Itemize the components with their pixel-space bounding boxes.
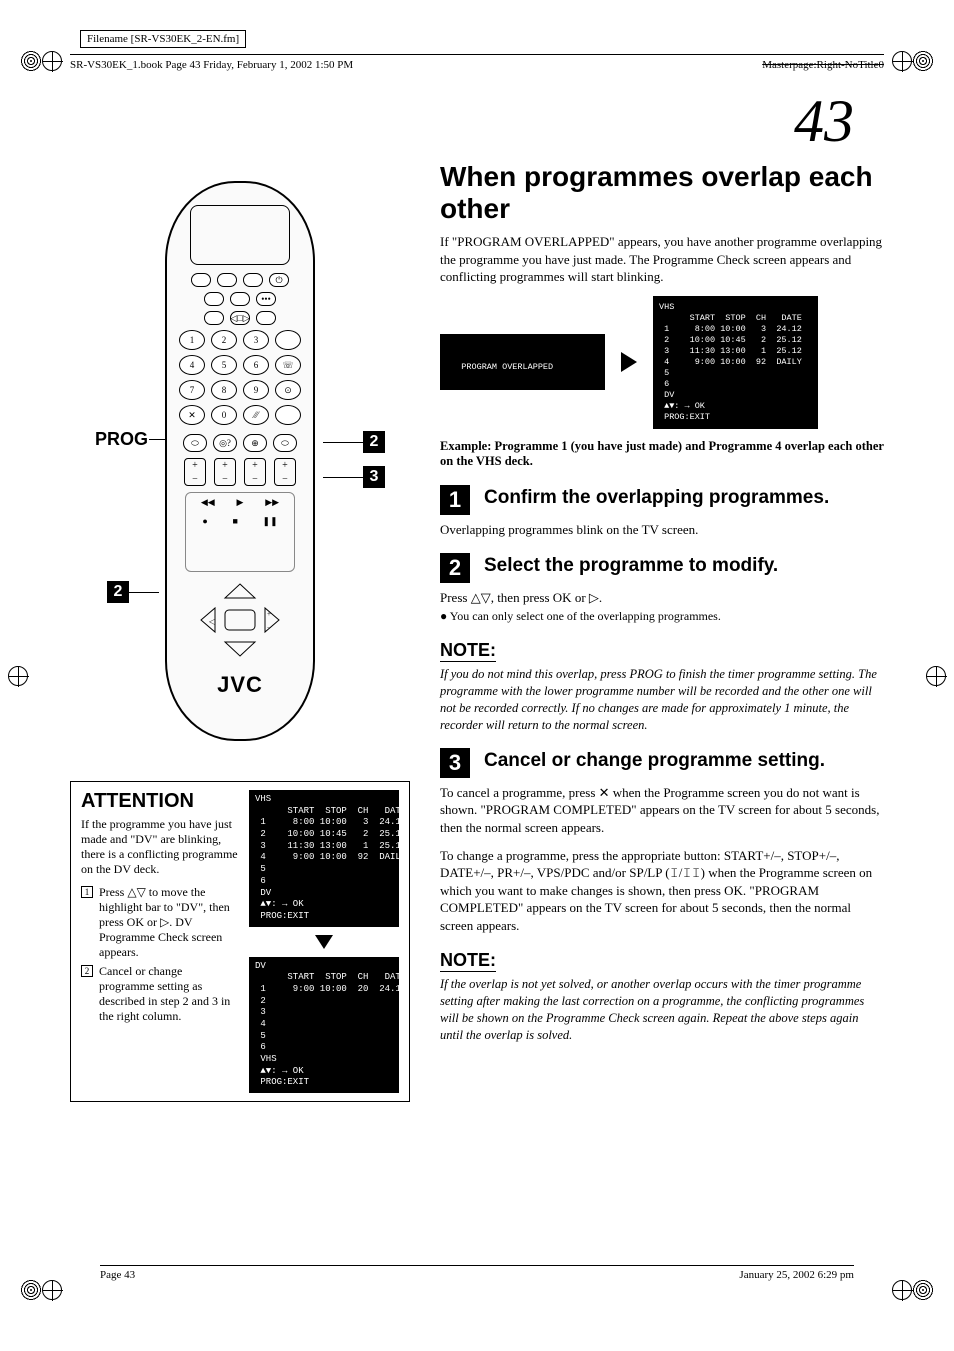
arrow-right-icon bbox=[621, 352, 637, 372]
step-2-num: 2 bbox=[440, 553, 470, 583]
attention-intro: If the programme you have just made and … bbox=[81, 817, 239, 877]
step-3-cancel: To cancel a programme, press ✕ when the … bbox=[440, 784, 884, 837]
down-arrow-icon bbox=[315, 935, 333, 949]
page-number: 43 bbox=[70, 91, 854, 151]
filename-box: Filename [SR-VS30EK_2-EN.fm] bbox=[80, 30, 246, 48]
prog-label: PROG bbox=[95, 429, 148, 450]
list-screen: VHS START STOP CH DATE 1 8:00 10:00 3 24… bbox=[653, 296, 818, 430]
attention-item-1: Press △▽ to move the highlight bar to "D… bbox=[99, 885, 230, 959]
note-1-body: If you do not mind this overlap, press P… bbox=[440, 666, 884, 734]
callout-step-3: 3 bbox=[363, 466, 385, 488]
attention-title: ATTENTION bbox=[81, 790, 239, 813]
meta-row: SR-VS30EK_1.book Page 43 Friday, Februar… bbox=[70, 59, 884, 71]
meta-left: SR-VS30EK_1.book Page 43 Friday, Februar… bbox=[70, 59, 353, 71]
dv-screen: DV START STOP CH DATE 1 9:00 10:00 20 24… bbox=[249, 957, 399, 1094]
step-2-body2: ● You can only select one of the overlap… bbox=[440, 608, 884, 624]
jvc-logo: JVC bbox=[167, 672, 313, 698]
meta-right: Masterpage:Right-NoTitle0 bbox=[762, 59, 884, 71]
intro-para: If "PROGRAM OVERLAPPED" appears, you hav… bbox=[440, 233, 884, 286]
callout-step-2: 2 bbox=[363, 431, 385, 453]
footer: Page 43 January 25, 2002 6:29 pm bbox=[100, 1265, 854, 1281]
note-1-heading: NOTE: bbox=[440, 640, 496, 662]
svg-text:+: + bbox=[267, 610, 271, 618]
example-caption: Example: Programme 1 (you have just made… bbox=[440, 439, 884, 469]
attention-item-2: Cancel or change programme setting as de… bbox=[99, 964, 230, 1023]
step-3-change: To change a programme, press the appropr… bbox=[440, 847, 884, 935]
footer-left: Page 43 bbox=[100, 1269, 135, 1281]
step-1-title: Confirm the overlapping programmes. bbox=[484, 485, 829, 510]
footer-right: January 25, 2002 6:29 pm bbox=[739, 1269, 854, 1281]
step-3-num: 3 bbox=[440, 748, 470, 778]
step-2-title: Select the programme to modify. bbox=[484, 553, 778, 578]
vhs-screen: VHS START STOP CH DATE 1 8:00 10:00 3 24… bbox=[249, 790, 399, 927]
step-2-body1: Press △▽, then press OK or ▷. bbox=[440, 589, 884, 607]
step-3-title: Cancel or change programme setting. bbox=[484, 748, 825, 773]
svg-text:◁: ◁ bbox=[209, 617, 216, 626]
example-screens: PROGRAM OVERLAPPED VHS START STOP CH DAT… bbox=[440, 296, 884, 430]
svg-text:−: − bbox=[267, 624, 271, 632]
note-2-body: If the overlap is not yet solved, or ano… bbox=[440, 976, 884, 1044]
remote-illustration: ⏻ ••• ◁□▷ 123 456☏ 789⊙ ✕0⁄⁄⁄ ⬭◎?⊕⬭ +−+−… bbox=[165, 181, 315, 741]
attention-box: ATTENTION If the programme you have just… bbox=[70, 781, 410, 1102]
step-1-body: Overlapping programmes blink on the TV s… bbox=[440, 521, 884, 539]
callout-step-2b: 2 bbox=[107, 581, 129, 603]
step-1-num: 1 bbox=[440, 485, 470, 515]
page-title: When programmes overlap each other bbox=[440, 161, 884, 225]
note-2-heading: NOTE: bbox=[440, 950, 496, 972]
overlap-screen: PROGRAM OVERLAPPED bbox=[440, 334, 605, 390]
